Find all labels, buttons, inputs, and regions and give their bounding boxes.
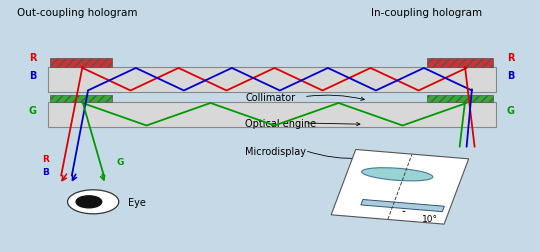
Text: R: R [29,52,37,62]
Polygon shape [361,200,444,212]
Text: Microdisplay: Microdisplay [245,146,306,156]
Circle shape [76,196,102,208]
Text: R: R [507,52,515,62]
Text: Out-coupling hologram: Out-coupling hologram [17,8,137,18]
Bar [427,95,493,102]
Text: Optical engine: Optical engine [245,118,316,129]
Polygon shape [331,150,469,224]
Circle shape [68,190,119,214]
Text: Collimator: Collimator [245,92,295,102]
Text: B: B [29,71,37,81]
Text: R: R [42,154,49,163]
Text: G: G [116,158,124,167]
Text: Eye: Eye [128,197,146,207]
Text: B: B [507,71,515,81]
Text: G: G [507,106,515,116]
Bar [50,59,112,68]
Text: G: G [29,106,37,116]
Bar [427,59,493,68]
Bar [48,102,496,127]
Text: 10°: 10° [422,214,438,224]
Text: B: B [42,168,49,177]
Bar [50,95,112,102]
Bar [48,68,496,92]
Ellipse shape [362,168,433,181]
Text: In-coupling hologram: In-coupling hologram [371,8,482,18]
